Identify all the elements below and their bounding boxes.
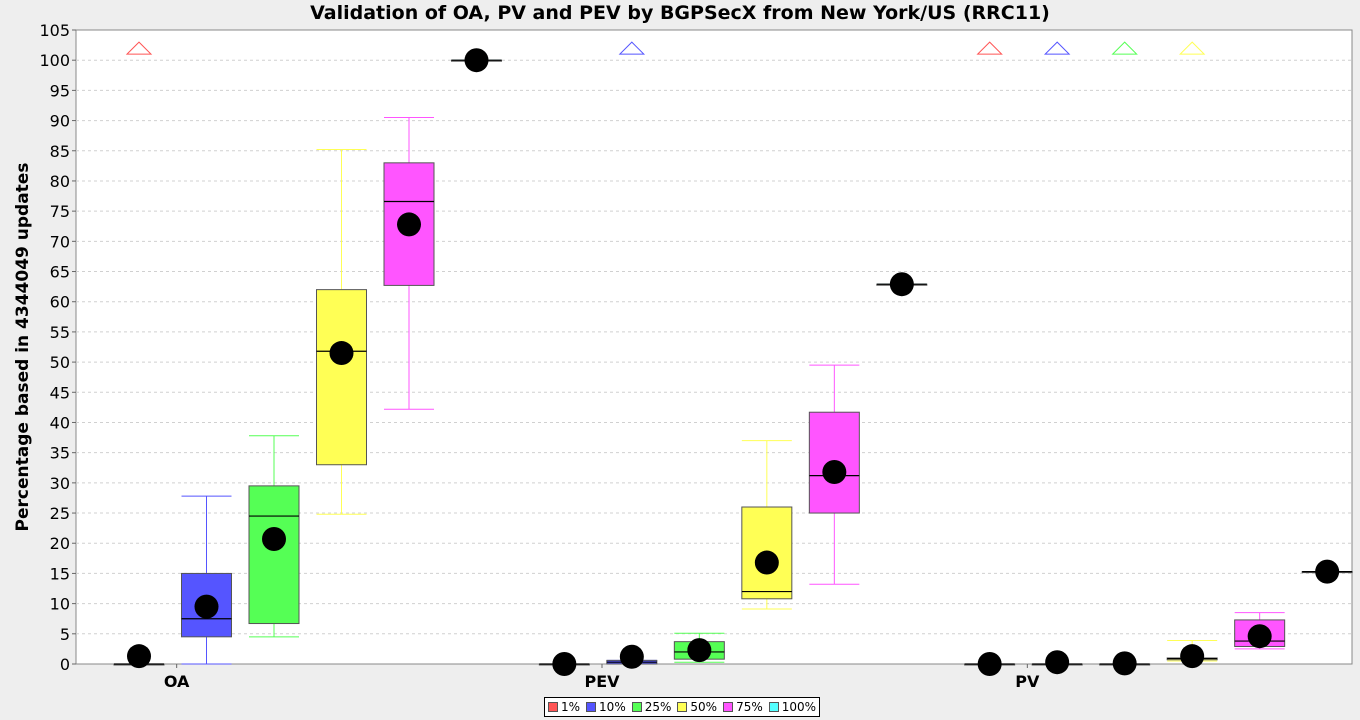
y-tick-label: 0 bbox=[60, 655, 70, 674]
y-tick-label: 10 bbox=[50, 595, 70, 614]
box-body bbox=[741, 506, 793, 600]
outlier-triangle bbox=[976, 41, 1003, 55]
mean-marker bbox=[1180, 644, 1205, 669]
mean-marker bbox=[977, 652, 1002, 676]
x-tick-label: PEV bbox=[584, 672, 620, 691]
y-axis-ticks: 0 5 10 15 20 25 30 35 40 45 50 55 60 65 70 75 80 85 90 95 10… bbox=[39, 21, 76, 674]
y-tick-label: 90 bbox=[50, 112, 70, 131]
legend: 1% 10% 25% 50% 75% 100% bbox=[544, 697, 821, 717]
y-tick-label: 65 bbox=[50, 263, 70, 282]
outlier-triangle bbox=[618, 41, 646, 55]
mean-marker bbox=[754, 550, 779, 575]
y-tick-label: 100 bbox=[39, 51, 70, 70]
box-50pct-oa bbox=[316, 149, 367, 515]
mean-marker bbox=[464, 48, 489, 73]
legend-item: 1% bbox=[548, 700, 580, 714]
y-tick-label: 40 bbox=[50, 413, 70, 432]
y-tick-label: 15 bbox=[50, 564, 70, 583]
legend-swatch bbox=[723, 702, 734, 712]
mean-marker bbox=[194, 594, 219, 619]
y-tick-label: 85 bbox=[50, 142, 70, 161]
mean-marker bbox=[1315, 559, 1340, 584]
means bbox=[127, 48, 1340, 676]
y-tick-label: 25 bbox=[50, 504, 70, 523]
legend-item: 10% bbox=[586, 700, 626, 714]
mean-marker bbox=[619, 644, 644, 669]
y-tick-label: 75 bbox=[50, 202, 70, 221]
box-body bbox=[181, 572, 232, 638]
legend-swatch bbox=[768, 702, 779, 712]
mean-marker bbox=[329, 341, 354, 366]
legend-label: 1% bbox=[561, 700, 581, 714]
y-tick-label: 20 bbox=[50, 534, 70, 553]
legend-label: 25% bbox=[644, 700, 672, 714]
y-tick-label: 95 bbox=[50, 81, 70, 100]
mean-marker bbox=[262, 527, 286, 552]
x-tick-label: PV bbox=[1015, 672, 1040, 691]
box-body bbox=[248, 485, 300, 625]
legend-swatch bbox=[677, 702, 688, 712]
y-axis-label: Percentage based in 4344049 updates bbox=[13, 163, 33, 532]
y-tick-label: 55 bbox=[50, 323, 70, 342]
y-tick-label: 35 bbox=[50, 444, 70, 463]
box-10pct-oa bbox=[181, 495, 232, 665]
legend-label: 50% bbox=[690, 700, 718, 714]
x-axis-ticks: OA PEV PV bbox=[164, 664, 1040, 691]
legend-label: 75% bbox=[736, 700, 763, 714]
outlier-triangle bbox=[125, 41, 153, 55]
outlier-triangle bbox=[1178, 41, 1206, 55]
outlier-markers bbox=[125, 41, 1206, 55]
y-tick-label: 70 bbox=[50, 232, 70, 251]
box-50pct-pev bbox=[741, 440, 793, 610]
x-tick-label: OA bbox=[164, 672, 190, 691]
outlier-triangle bbox=[1043, 41, 1071, 55]
legend-label: 10% bbox=[599, 700, 626, 714]
y-tick-label: 60 bbox=[50, 293, 70, 312]
mean-marker bbox=[1045, 650, 1070, 675]
mean-marker bbox=[397, 212, 421, 237]
y-tick-label: 80 bbox=[50, 172, 70, 191]
y-tick-label: 50 bbox=[50, 353, 70, 372]
y-tick-label: 30 bbox=[50, 474, 70, 493]
mean-marker bbox=[127, 644, 151, 669]
legend-label: 100% bbox=[781, 700, 817, 714]
box-body bbox=[316, 289, 367, 466]
box-25pct-oa bbox=[248, 435, 300, 638]
outlier-triangle bbox=[1111, 41, 1138, 55]
legend-item: 25% bbox=[631, 700, 672, 714]
legend-swatch bbox=[631, 702, 642, 712]
legend-item: 75% bbox=[723, 700, 763, 714]
legend-swatch bbox=[548, 702, 558, 712]
legend-item: 50% bbox=[677, 700, 717, 714]
mean-marker bbox=[889, 272, 914, 297]
chart-title: Validation of OA, PV and PEV by BGPSecX … bbox=[310, 2, 1050, 24]
y-tick-label: 45 bbox=[50, 383, 70, 402]
boxes bbox=[113, 59, 1353, 666]
mean-marker bbox=[552, 652, 577, 676]
legend-item: 100% bbox=[768, 700, 817, 714]
legend-swatch bbox=[586, 702, 597, 712]
mean-marker bbox=[1247, 624, 1272, 649]
y-tick-label: 5 bbox=[60, 625, 70, 644]
mean-marker bbox=[1112, 651, 1137, 676]
y-tick-label: 105 bbox=[39, 21, 70, 40]
mean-marker bbox=[822, 459, 847, 484]
mean-marker bbox=[687, 638, 712, 663]
